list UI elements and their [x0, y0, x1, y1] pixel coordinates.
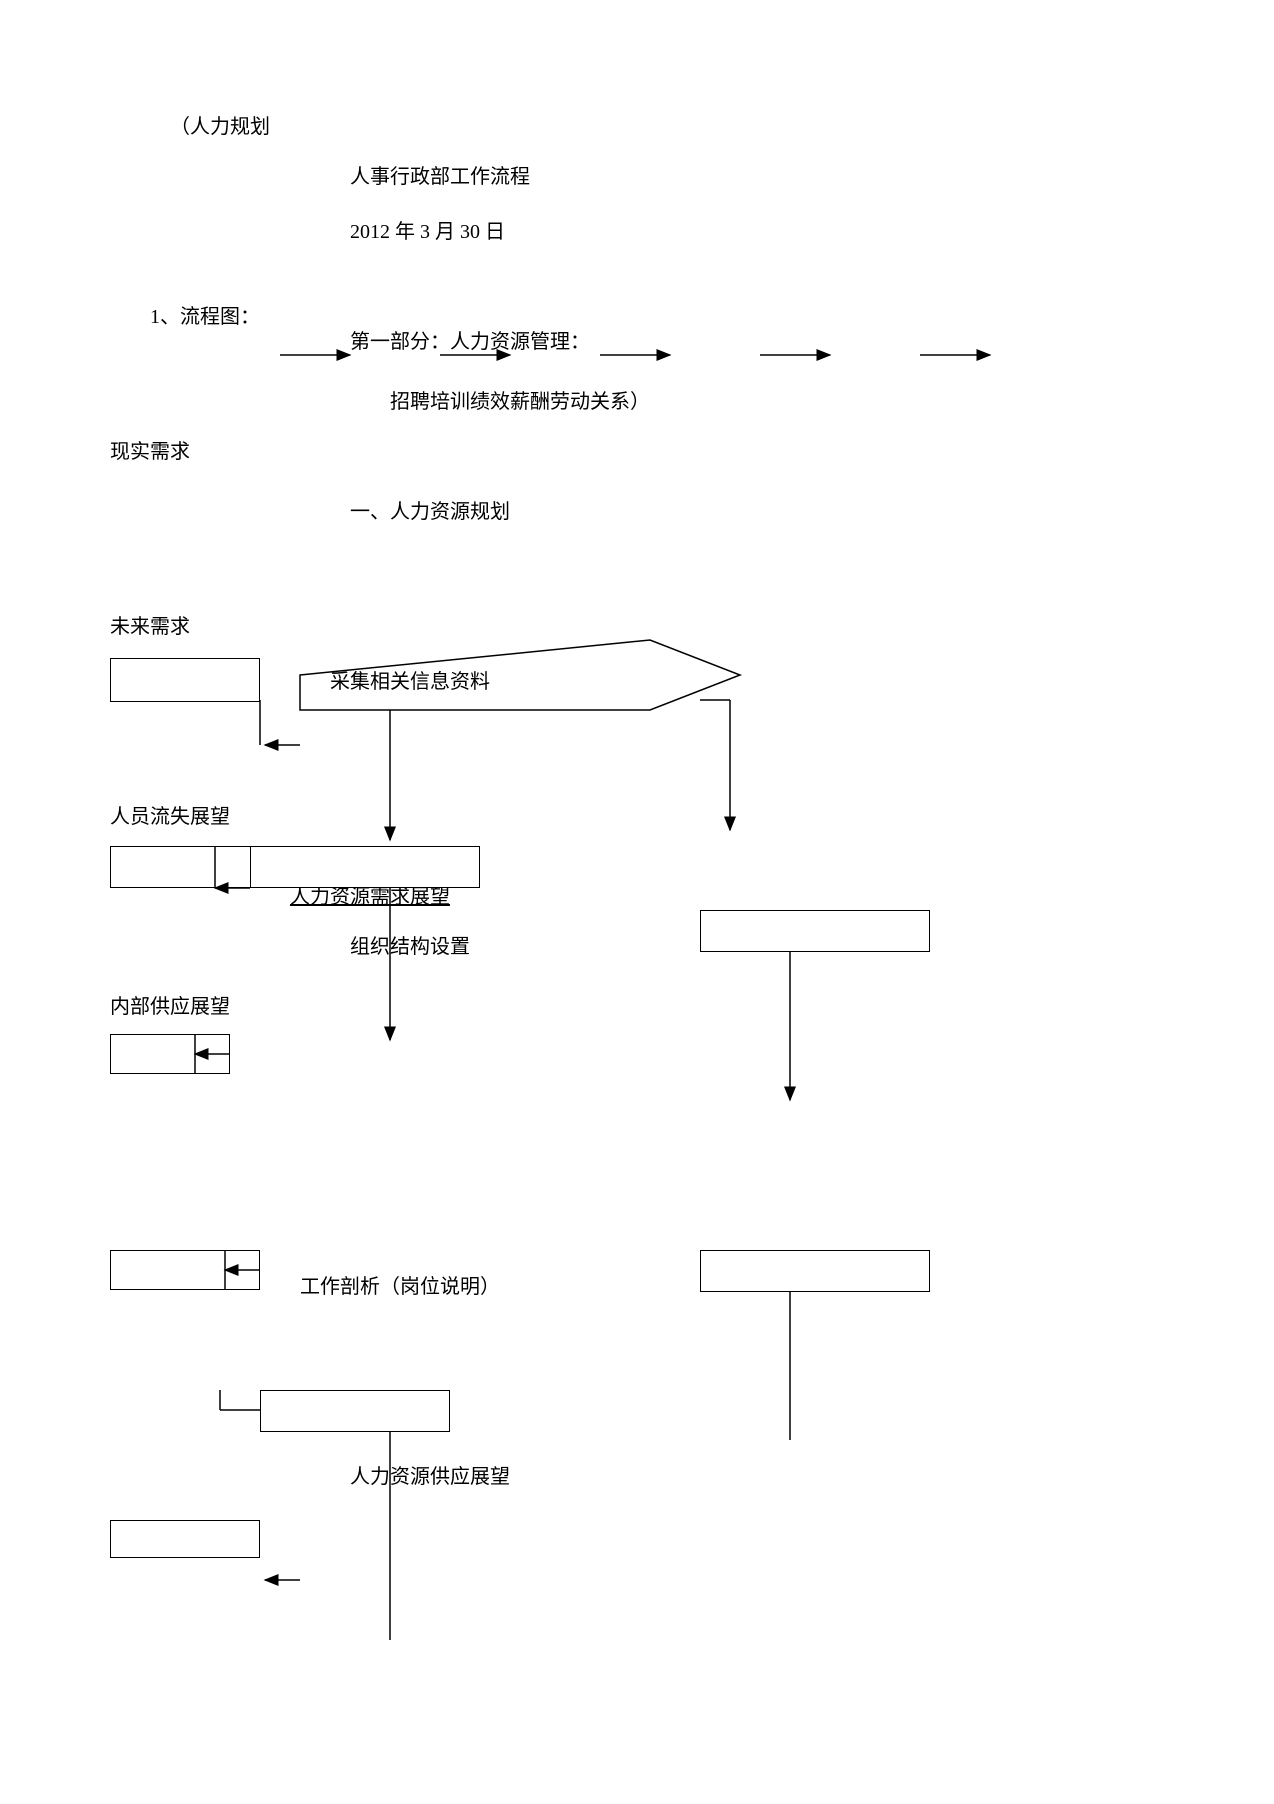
section2-title: 一、人力资源规划 [350, 495, 510, 524]
box-3 [250, 846, 480, 888]
collect-info: 采集相关信息资料 [330, 665, 490, 694]
org-structure: 组织结构设置 [350, 930, 470, 959]
box-1 [110, 658, 260, 702]
flow-items: 招聘培训绩效薪酬劳动关系） [390, 385, 650, 414]
box-6 [700, 1250, 930, 1292]
category-label: （人力规划 [170, 110, 270, 139]
box-8 [260, 1390, 450, 1432]
internal-supply: 内部供应展望 [110, 990, 230, 1019]
page-title: 人事行政部工作流程 [350, 160, 530, 189]
future-demand: 未来需求 [110, 610, 190, 639]
job-analysis: 工作剖析（岗位说明） [300, 1270, 500, 1299]
date-label: 2012 年 3 月 30 日 [350, 215, 505, 244]
realistic-demand: 现实需求 [110, 435, 190, 464]
box-5 [110, 1034, 230, 1074]
hr-supply: 人力资源供应展望 [350, 1460, 510, 1489]
box-7 [110, 1250, 260, 1290]
box-4 [700, 910, 930, 952]
staff-loss: 人员流失展望 [110, 800, 230, 829]
box-9 [110, 1520, 260, 1558]
part-title: 第一部分：人力资源管理： [350, 325, 590, 354]
section1-label: 1、流程图： [150, 300, 260, 329]
box-2 [110, 846, 260, 888]
